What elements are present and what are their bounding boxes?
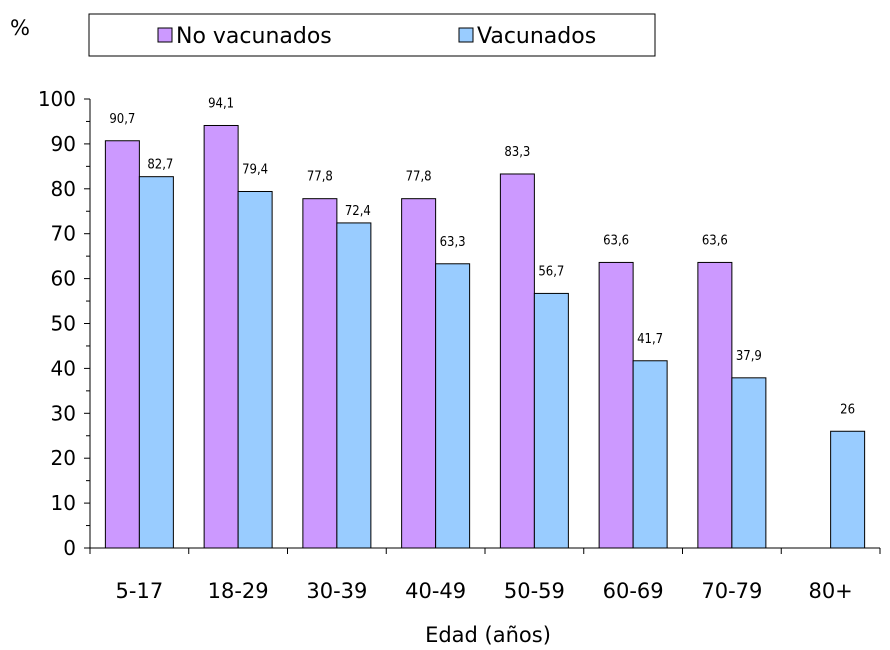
legend-swatch-no-vacunados: [157, 27, 173, 43]
legend-swatch-vacunados: [458, 27, 474, 43]
legend-label-vacunados: Vacunados: [477, 24, 596, 49]
bar-no-vacunados: [499, 173, 535, 549]
x-axis-title: Edad (años): [425, 623, 551, 647]
data-label: 82,7: [147, 158, 173, 173]
x-tick-label: 30-39: [306, 579, 367, 603]
x-tick-label: 5-17: [116, 579, 164, 603]
data-label: 56,7: [538, 264, 564, 279]
bar-vacunados: [830, 430, 866, 549]
bar-vacunados: [731, 377, 767, 549]
bar-vacunados: [435, 263, 471, 549]
x-tick-label: 18-29: [208, 579, 269, 603]
bar-vacunados: [632, 360, 668, 549]
y-axis-title: %: [10, 16, 30, 40]
legend-label-no-vacunados: No vacunados: [176, 24, 332, 49]
data-label: 72,4: [345, 204, 371, 219]
data-label: 77,8: [406, 170, 432, 185]
y-tick-label: 40: [51, 356, 76, 380]
data-label: 63,6: [702, 233, 728, 248]
y-tick-label: 90: [51, 132, 76, 156]
y-tick-label: 70: [51, 222, 76, 246]
data-label: 41,7: [637, 332, 663, 347]
data-label: 26: [840, 402, 855, 417]
y-tick-label: 0: [63, 536, 76, 560]
data-label: 79,4: [242, 162, 268, 177]
x-tick-label: 80+: [808, 579, 852, 603]
legend-box: [88, 13, 656, 57]
data-label: 94,1: [208, 96, 234, 111]
bar-no-vacunados: [401, 198, 437, 549]
legend: No vacunados Vacunados: [88, 13, 656, 57]
y-tick-label: 10: [51, 491, 76, 515]
y-tick-label: 60: [51, 267, 76, 291]
y-tick-label: 50: [51, 312, 76, 336]
bar-no-vacunados: [697, 261, 733, 549]
x-tick-label: 40-49: [405, 579, 466, 603]
bar-vacunados: [138, 176, 174, 549]
plot-area: 0 10 20 30 40 50 60 70 80 90 100 5-17 18-29 30-39 40-4…: [38, 87, 881, 603]
bar-no-vacunados: [203, 124, 239, 549]
bar-no-vacunados: [302, 198, 338, 549]
bar-vacunados: [237, 190, 273, 549]
data-label: 37,9: [736, 349, 762, 364]
bar-vacunados: [336, 222, 372, 549]
y-tick-label: 30: [51, 401, 76, 425]
bar-vacunados: [533, 292, 569, 549]
y-tick-label: 80: [51, 177, 76, 201]
y-tick-label: 20: [51, 446, 76, 470]
bar-no-vacunados: [598, 261, 634, 549]
data-label: 83,3: [504, 145, 530, 160]
x-tick-label: 70-79: [701, 579, 762, 603]
x-tick-label: 60-69: [603, 579, 664, 603]
bar-no-vacunados: [104, 140, 140, 549]
data-label: 63,6: [603, 233, 629, 248]
y-tick-label: 100: [38, 87, 76, 111]
x-tick-label: 50-59: [504, 579, 565, 603]
data-label: 77,8: [307, 170, 333, 185]
data-label: 63,3: [440, 235, 466, 250]
data-label: 90,7: [109, 112, 135, 127]
